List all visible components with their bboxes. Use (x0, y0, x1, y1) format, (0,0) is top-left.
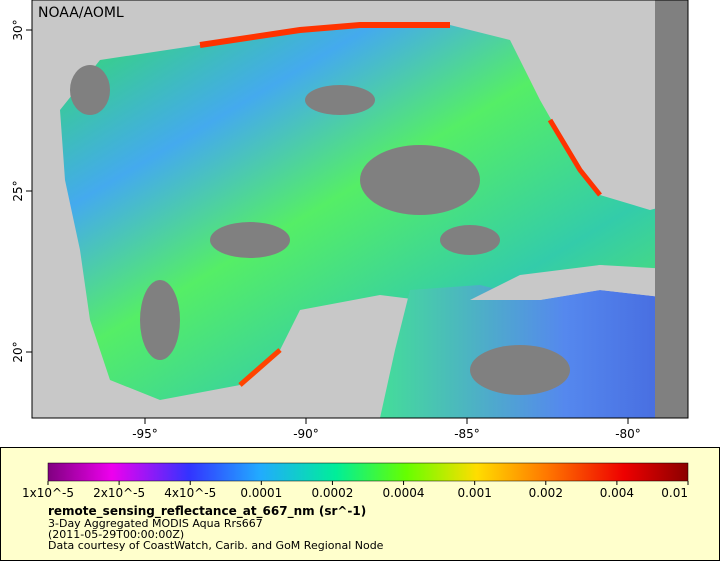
colorbar-tick-label: 0.0001 (240, 486, 282, 500)
lon-tick-label: -85° (454, 427, 480, 441)
legend-time: (2011-05-29T00:00:00Z) (48, 528, 184, 541)
label-bg (34, 2, 130, 22)
lat-tick-label: 25° (11, 180, 25, 201)
colorbar-tick-label: 2x10^-5 (93, 486, 145, 500)
colorbar-tick-label: 1x10^-5 (22, 486, 74, 500)
colorbar-tick-label: 0.01 (661, 486, 688, 500)
lon-tick-label: -95° (132, 427, 158, 441)
gulf-water (60, 25, 688, 400)
legend: 1x10^-5 2x10^-5 4x10^-5 0.0001 0.0002 0.0004 0… (0, 447, 720, 561)
colorbar-tick-label: 0.002 (529, 486, 563, 500)
colorbar-tick-label: 0.0004 (383, 486, 425, 500)
no-data (70, 65, 570, 395)
colorbar-tick-label: 0.0002 (311, 486, 353, 500)
colorbar-ticks: 1x10^-5 2x10^-5 4x10^-5 0.0001 0.0002 0.0004 0… (22, 481, 689, 500)
coastal-high (238, 348, 282, 387)
coastal-high (547, 118, 602, 197)
map: NOAA/AOML (31, 0, 689, 419)
colorbar (47, 462, 689, 482)
lat-tick-label: 30° (11, 19, 25, 40)
lon-tick-label: -90° (293, 427, 319, 441)
cuba (470, 265, 688, 300)
colorbar-tick-label: 4x10^-5 (164, 486, 216, 500)
lon-tick-label: -80° (615, 427, 641, 441)
axis-ticks: -95° -90° -85° -80° 30° 25° 20° (11, 19, 641, 441)
colorbar-tick-label: 0.001 (457, 486, 491, 500)
map-label: NOAA/AOML (38, 5, 124, 21)
no-data-strip (655, 0, 688, 418)
map-frame (31, 0, 689, 419)
coastal-high (199, 22, 450, 48)
legend-variable: remote_sensing_reflectance_at_667_nm (sr… (48, 504, 366, 519)
lat-tick-label: 20° (11, 341, 25, 362)
colorbar-tick-label: 0.004 (600, 486, 634, 500)
legend-dataset: 3-Day Aggregated MODIS Aqua Rrs667 (48, 517, 263, 530)
legend-credit: Data courtesy of CoastWatch, Carib. and … (48, 539, 384, 552)
